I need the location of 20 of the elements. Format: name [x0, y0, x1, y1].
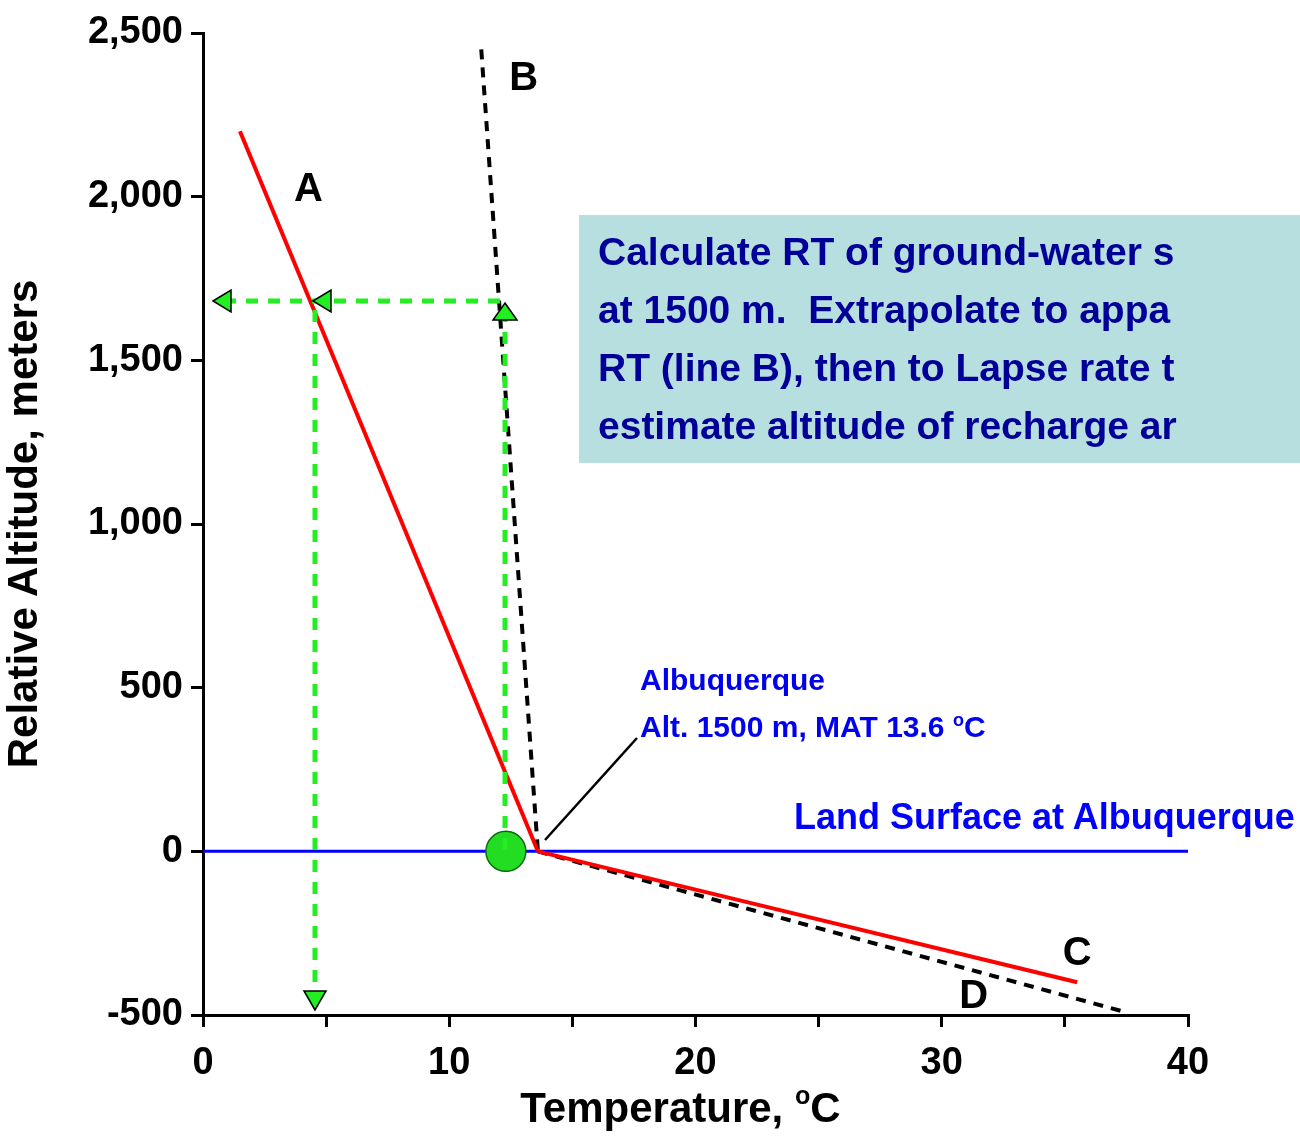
annotation: Albuquerque Alt. 1500 m, MAT 13.6 $^{o}$C	[640, 662, 986, 745]
text-box: Calculate RT of ground-water s at 1500 m. Extrapolate to appa RT (line B), then to Lapse rate t estimate altitude of recharge ar	[579, 215, 1300, 463]
x-tick-label: 20	[674, 1040, 717, 1083]
y-tick-label: 1,500	[87, 336, 183, 379]
x-tick-label: 10	[428, 1040, 471, 1083]
ref-line-label: Land Surface at Albuquerque	[793, 796, 1295, 838]
y-tick-label: -500	[106, 991, 183, 1034]
annotation: D	[959, 971, 989, 1016]
y-axis-title: Relative Altitude, meters	[0, 279, 46, 769]
x-tick-label: 0	[192, 1040, 214, 1083]
x-tick-label: 40	[1166, 1040, 1210, 1083]
x-tick-label: 30	[920, 1040, 963, 1083]
annotation: B	[509, 53, 539, 98]
y-tick-label: 1,000	[87, 500, 183, 543]
y-tick-label: 500	[119, 664, 183, 707]
annotation: A	[294, 165, 324, 210]
y-tick-label: 2,000	[87, 173, 183, 216]
y-tick-label: 0	[161, 827, 183, 870]
y-tick-label: 2,500	[87, 9, 183, 52]
annotation: C	[1062, 929, 1092, 974]
